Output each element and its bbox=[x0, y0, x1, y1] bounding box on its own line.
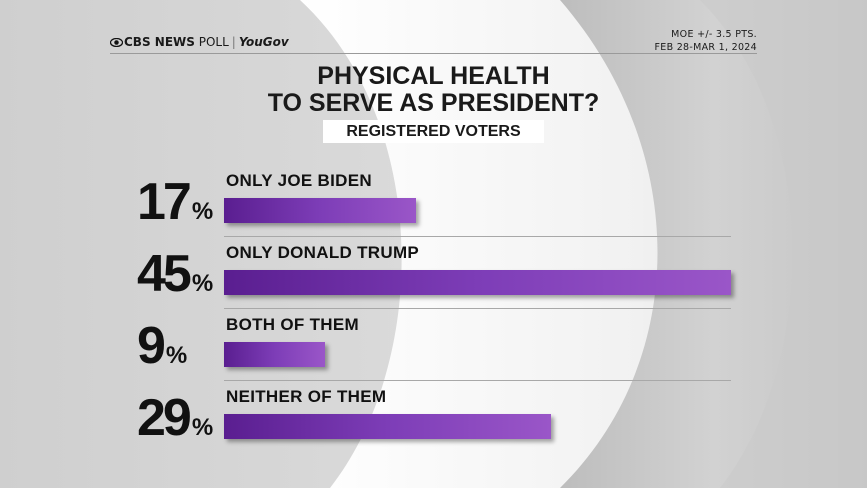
data-label-value: 29 bbox=[137, 389, 192, 447]
data-label-percent: % bbox=[191, 414, 214, 441]
data-label: 9% bbox=[137, 316, 187, 376]
data-label-percent: % bbox=[191, 270, 214, 297]
bar-row: 45% ONLY DONALD TRUMP bbox=[0, 240, 867, 309]
chart-title-line-2: TO SERVE AS PRESIDENT? bbox=[267, 89, 600, 117]
brand-cbs-news: CBS NEWS bbox=[124, 35, 195, 49]
bar bbox=[224, 198, 416, 223]
data-label: 17% bbox=[137, 172, 213, 232]
chart-title-line-1: PHYSICAL HEALTH bbox=[317, 62, 550, 90]
bar-row: 9% BOTH OF THEM bbox=[0, 312, 867, 381]
poll-meta: MOE +/- 3.5 PTS. FEB 28-MAR 1, 2024 bbox=[655, 28, 758, 54]
brand-yougov: YouGov bbox=[238, 35, 289, 49]
bar-row: 29% NEITHER OF THEM bbox=[0, 384, 867, 447]
margin-of-error: MOE +/- 3.5 PTS. bbox=[671, 29, 757, 40]
bar-row: 17% ONLY JOE BIDEN bbox=[0, 168, 867, 237]
data-label-value: 45 bbox=[137, 245, 192, 303]
subtitle-badge: REGISTERED VOTERS bbox=[323, 120, 544, 143]
data-label: 45% bbox=[137, 244, 213, 304]
data-label-value: 9 bbox=[137, 317, 166, 375]
row-separator bbox=[224, 380, 731, 381]
header-divider bbox=[110, 53, 757, 54]
data-label-percent: % bbox=[191, 198, 214, 225]
row-separator bbox=[224, 308, 731, 309]
brand-divider: | bbox=[231, 35, 236, 49]
cbs-news-poll-logo: CBS NEWS POLL | YouGov bbox=[110, 35, 289, 49]
bar bbox=[224, 342, 325, 367]
brand-poll: POLL bbox=[198, 35, 229, 49]
category-label: ONLY DONALD TRUMP bbox=[226, 243, 420, 262]
category-label: ONLY JOE BIDEN bbox=[226, 171, 372, 190]
chart-title: PHYSICAL HEALTH TO SERVE AS PRESIDENT? bbox=[0, 63, 867, 117]
cbs-eye-icon bbox=[110, 38, 123, 47]
poll-dates: FEB 28-MAR 1, 2024 bbox=[654, 42, 757, 53]
bar bbox=[224, 270, 731, 295]
data-label-percent: % bbox=[165, 342, 188, 369]
category-label: BOTH OF THEM bbox=[226, 315, 359, 334]
category-label: NEITHER OF THEM bbox=[226, 387, 387, 406]
data-label: 29% bbox=[137, 388, 213, 448]
row-separator bbox=[224, 236, 731, 237]
bar bbox=[224, 414, 551, 439]
data-label-value: 17 bbox=[137, 173, 192, 231]
